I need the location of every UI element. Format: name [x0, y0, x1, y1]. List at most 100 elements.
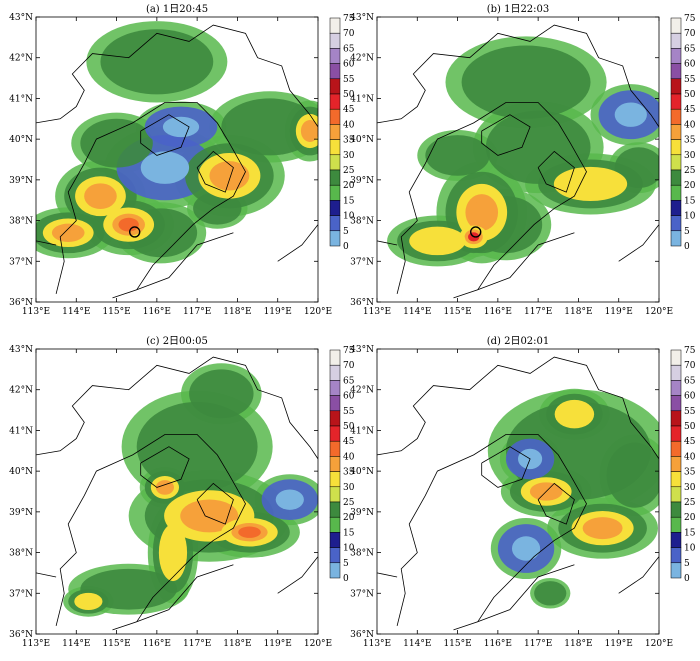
echo-moderate [553, 166, 628, 202]
colorbar-swatch [329, 349, 341, 366]
echo-layer [487, 388, 659, 609]
lat-label: 36°N [9, 630, 33, 640]
lon-label: 116°E [484, 307, 512, 317]
colorbar-label: 25 [684, 166, 696, 176]
colorbar-swatch [329, 200, 341, 216]
echo-layer [387, 36, 659, 267]
colorbar-swatch [670, 124, 682, 140]
lat-label: 39°N [9, 508, 33, 518]
border-line [140, 446, 190, 488]
border-line [136, 564, 234, 623]
echo-strong [84, 183, 117, 209]
echo-body [425, 135, 490, 176]
lon-label: 117°E [524, 307, 552, 317]
colorbar-swatch [329, 32, 341, 49]
border-line [477, 564, 575, 623]
colorbar-swatch [329, 108, 341, 125]
colorbar-label: 0 [684, 242, 690, 252]
lat-label: 40°N [9, 467, 33, 477]
panel-title: (d) 2日02:01 [487, 336, 550, 347]
colorbar-swatch [670, 425, 682, 442]
border-line [277, 556, 318, 594]
lat-label: 39°N [350, 176, 374, 186]
lat-label: 41°N [9, 94, 33, 104]
colorbar-label: 10 [343, 544, 355, 554]
colorbar-label: 15 [343, 196, 355, 206]
station-marker [469, 226, 482, 238]
border-line [36, 356, 318, 460]
map-frame [35, 16, 319, 303]
colorbar-label: 60 [684, 60, 696, 70]
colorbar-label: 35 [684, 468, 696, 478]
colorbar-label: 20 [684, 181, 696, 191]
colorbar-swatch [670, 230, 682, 247]
colorbar-label: 30 [684, 151, 696, 161]
lat-label: 37°N [350, 589, 374, 599]
colorbar-swatch [670, 471, 682, 488]
colorbar-label: 45 [684, 437, 696, 447]
colorbar-swatch [670, 63, 682, 80]
border-line [481, 114, 531, 156]
colorbar-swatch [329, 48, 341, 64]
colorbar-label: 5 [684, 559, 690, 569]
colorbar-label: 75 [343, 14, 355, 24]
colorbar-label: 20 [343, 513, 355, 523]
lat-label: 39°N [9, 176, 33, 186]
border-line [537, 482, 575, 525]
colorbar-swatch [670, 547, 682, 564]
colorbar-swatch [670, 215, 682, 232]
lat-label: 41°N [9, 426, 33, 436]
lon-label: 119°E [605, 639, 633, 649]
colorbar-swatch [329, 395, 341, 412]
colorbar-swatch [670, 349, 682, 366]
colorbar-label: 50 [684, 422, 696, 432]
colorbar-label: 70 [343, 361, 355, 371]
lat-label: 37°N [350, 257, 374, 267]
echo-moderate [409, 226, 466, 256]
colorbar-swatch [670, 410, 682, 427]
lat-label: 38°N [9, 217, 33, 227]
colorbar-label: 0 [343, 242, 349, 252]
border-line [618, 224, 659, 262]
lon-label: 114°E [403, 307, 431, 317]
lat-label: 38°N [350, 549, 374, 559]
echo-moderate [158, 524, 188, 582]
lon-label: 114°E [403, 639, 431, 649]
colorbar-label: 25 [343, 498, 355, 508]
colorbar-label: 45 [343, 437, 355, 447]
colorbar-swatch [329, 139, 341, 156]
colorbar-label: 55 [684, 75, 696, 85]
colorbar-label: 25 [343, 166, 355, 176]
border-line [377, 240, 398, 246]
colorbar-swatch [670, 200, 682, 216]
lat-label: 41°N [350, 426, 374, 436]
lat-label: 43°N [350, 345, 374, 355]
colorbar-label: 35 [343, 136, 355, 146]
colorbar-swatch [670, 516, 682, 533]
colorbar-swatch [329, 93, 341, 110]
border-line [377, 572, 398, 578]
lon-label: 118°E [223, 639, 251, 649]
lat-label: 36°N [9, 298, 33, 308]
lon-label: 118°E [564, 307, 592, 317]
colorbar-swatch [670, 78, 682, 95]
province-borders [377, 24, 659, 299]
colorbar-swatch [329, 410, 341, 427]
echo-strong [180, 499, 239, 533]
map-panel-4: 113°E 114°E 115°E 116°E 117°E 118°E 119°E 120°E… [350, 336, 696, 649]
echo-body [189, 369, 254, 419]
province-borders [36, 24, 318, 299]
colorbar-label: 65 [343, 44, 355, 54]
colorbar-label: 10 [684, 544, 696, 554]
colorbar-swatch [329, 63, 341, 80]
lat-label: 36°N [350, 298, 374, 308]
border-line [136, 232, 234, 291]
lat-label: 38°N [350, 217, 374, 227]
colorbar-label: 75 [684, 346, 696, 356]
colorbar-swatch [329, 471, 341, 488]
echo-body [100, 29, 214, 95]
colorbar-label: 20 [684, 513, 696, 523]
lon-label: 117°E [183, 639, 211, 649]
colorbar-swatch [670, 17, 682, 34]
